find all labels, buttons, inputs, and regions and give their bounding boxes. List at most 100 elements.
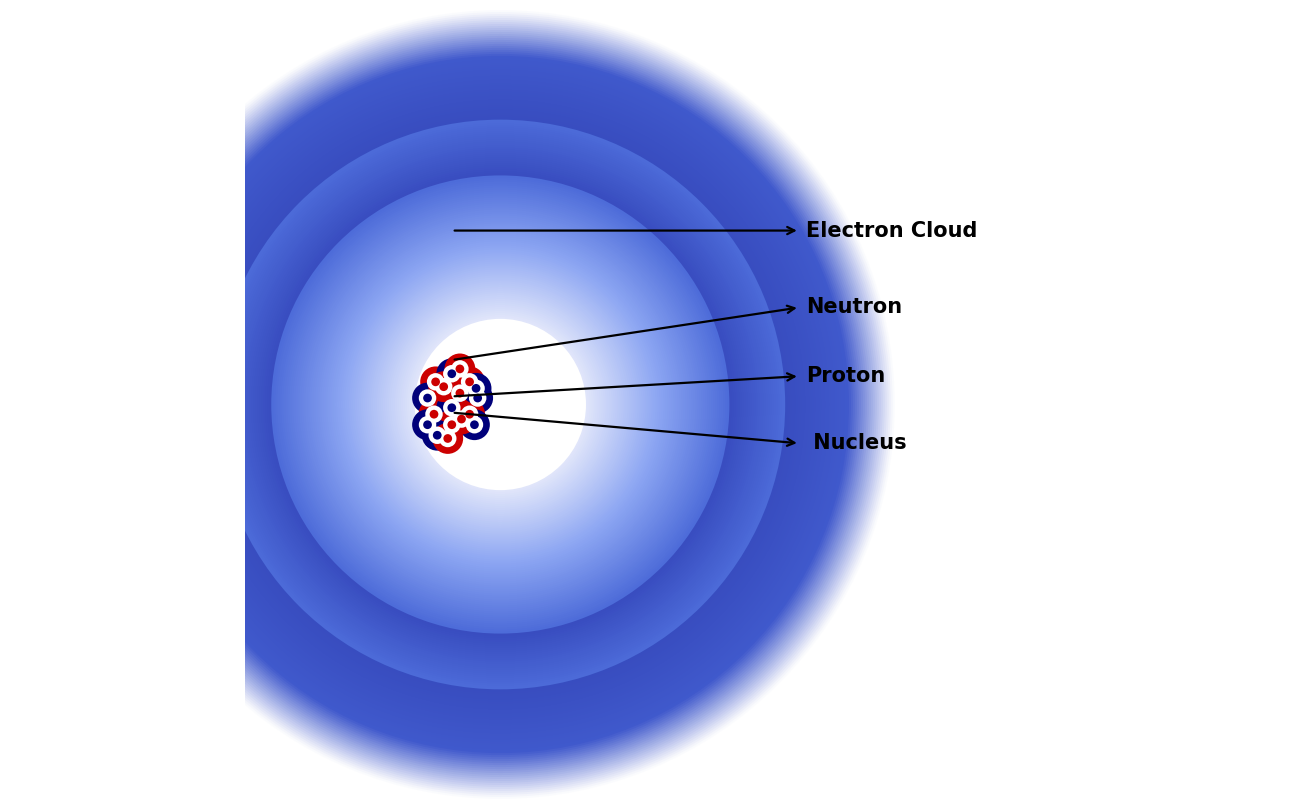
Circle shape <box>417 321 584 488</box>
Circle shape <box>385 289 616 520</box>
Circle shape <box>404 309 595 500</box>
Circle shape <box>443 416 460 434</box>
Circle shape <box>490 395 511 414</box>
Circle shape <box>447 404 456 412</box>
Circle shape <box>433 431 442 439</box>
Circle shape <box>277 181 723 628</box>
Circle shape <box>447 421 456 429</box>
Circle shape <box>246 150 755 659</box>
Circle shape <box>311 215 689 594</box>
Circle shape <box>455 400 484 429</box>
Circle shape <box>273 177 728 632</box>
Circle shape <box>315 219 685 590</box>
Circle shape <box>369 273 632 536</box>
Circle shape <box>309 214 692 595</box>
Circle shape <box>373 277 628 532</box>
Circle shape <box>432 378 439 386</box>
Circle shape <box>452 357 549 452</box>
Circle shape <box>489 392 512 417</box>
Circle shape <box>395 299 606 510</box>
Circle shape <box>413 383 442 413</box>
Circle shape <box>131 36 868 773</box>
Circle shape <box>259 163 741 646</box>
Circle shape <box>283 188 718 621</box>
Circle shape <box>399 303 602 506</box>
Circle shape <box>217 121 783 688</box>
Circle shape <box>481 384 520 425</box>
Circle shape <box>165 70 835 739</box>
Circle shape <box>287 192 714 617</box>
Circle shape <box>463 366 538 443</box>
Circle shape <box>251 155 749 654</box>
Circle shape <box>168 72 833 737</box>
Circle shape <box>325 229 676 580</box>
Circle shape <box>361 265 640 544</box>
Circle shape <box>161 66 838 743</box>
Circle shape <box>134 38 867 771</box>
Circle shape <box>429 410 438 418</box>
Circle shape <box>170 74 831 735</box>
Circle shape <box>332 235 670 574</box>
Circle shape <box>476 380 524 429</box>
Text: Neutron: Neutron <box>806 298 902 317</box>
Circle shape <box>351 255 650 554</box>
Circle shape <box>451 354 550 455</box>
Circle shape <box>465 410 474 418</box>
Circle shape <box>335 239 666 570</box>
Circle shape <box>135 40 864 769</box>
Circle shape <box>138 42 863 767</box>
Circle shape <box>122 26 879 783</box>
Circle shape <box>434 339 566 470</box>
Circle shape <box>443 399 460 417</box>
Circle shape <box>438 343 562 466</box>
Circle shape <box>213 117 788 692</box>
Circle shape <box>333 237 668 572</box>
Circle shape <box>179 84 822 725</box>
Circle shape <box>472 377 528 432</box>
Circle shape <box>447 351 554 458</box>
Circle shape <box>442 347 558 462</box>
Circle shape <box>105 10 894 799</box>
Circle shape <box>452 410 471 428</box>
Circle shape <box>455 389 464 397</box>
Circle shape <box>295 199 706 610</box>
Circle shape <box>229 133 771 676</box>
Circle shape <box>464 369 536 440</box>
Circle shape <box>472 384 481 392</box>
Circle shape <box>261 166 740 643</box>
Circle shape <box>370 275 629 534</box>
Circle shape <box>242 146 759 663</box>
Circle shape <box>420 400 448 429</box>
Circle shape <box>289 193 711 616</box>
Circle shape <box>455 365 464 373</box>
Circle shape <box>195 100 805 709</box>
Circle shape <box>156 60 845 749</box>
Circle shape <box>455 367 484 396</box>
Circle shape <box>235 140 766 669</box>
Circle shape <box>130 34 871 775</box>
Circle shape <box>272 176 729 633</box>
Circle shape <box>429 426 446 444</box>
Circle shape <box>478 383 523 426</box>
Circle shape <box>205 110 796 699</box>
Circle shape <box>276 180 725 629</box>
Circle shape <box>255 159 745 650</box>
Circle shape <box>467 379 485 397</box>
Circle shape <box>144 48 857 761</box>
Circle shape <box>422 421 452 450</box>
Circle shape <box>190 94 811 715</box>
Circle shape <box>403 307 598 502</box>
Circle shape <box>485 388 516 421</box>
Circle shape <box>393 297 608 512</box>
Circle shape <box>344 249 655 560</box>
Circle shape <box>424 394 432 402</box>
Circle shape <box>329 233 672 576</box>
Circle shape <box>111 14 891 795</box>
Circle shape <box>146 50 855 759</box>
Circle shape <box>174 78 827 731</box>
Circle shape <box>419 389 437 407</box>
Circle shape <box>459 362 542 447</box>
Circle shape <box>430 335 571 474</box>
Circle shape <box>426 373 445 391</box>
Circle shape <box>265 169 736 640</box>
